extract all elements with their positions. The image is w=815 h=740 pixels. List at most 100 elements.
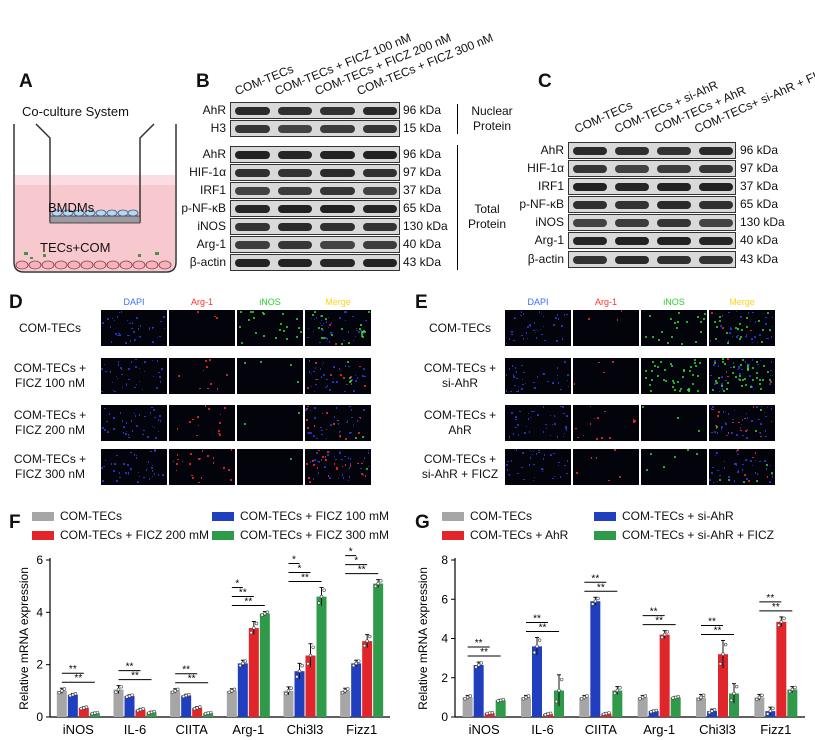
significance-stars: ** <box>188 674 196 685</box>
if-cell-dot <box>219 413 222 416</box>
if-cell-dot <box>733 481 736 484</box>
if-cell-dot <box>326 378 328 381</box>
if-cell-dot <box>157 419 160 421</box>
if-cell-dot <box>722 326 724 329</box>
if-cell-dot <box>749 329 752 332</box>
data-point <box>346 687 350 691</box>
blot-row-label: AhR <box>540 143 564 157</box>
if-cell-dot <box>320 336 323 339</box>
if-cell-dot <box>716 425 719 428</box>
blot-kda-label: 40 kDa <box>740 233 779 247</box>
if-cell-dot <box>330 333 333 336</box>
blot-row-label: HIF-1α <box>189 165 226 179</box>
blot-band <box>657 183 691 191</box>
blot-band <box>699 219 733 227</box>
if-cell-dot <box>338 368 341 370</box>
if-cell-dot <box>314 366 317 369</box>
nuclear-protein-label: Nuclear Protein <box>471 104 513 133</box>
if-cell-dot <box>243 361 246 364</box>
if-cell-dot <box>352 339 355 342</box>
if-cell-dot <box>728 475 730 478</box>
if-cell-dot <box>737 470 740 472</box>
if-cell-dot <box>656 374 659 377</box>
if-cell-dot <box>545 427 548 430</box>
if-cell-dot <box>770 420 773 423</box>
blot-band <box>657 165 691 173</box>
if-cell-dot <box>160 320 162 323</box>
if-cell-dot <box>553 475 556 478</box>
if-cell-dot <box>739 338 742 341</box>
if-cell-dot <box>142 433 144 436</box>
if-cell-dot <box>576 471 578 474</box>
if-cell-dot <box>534 331 537 334</box>
if-cell-dot <box>223 467 225 469</box>
blot-band <box>615 183 649 191</box>
legend-swatch <box>32 511 54 521</box>
if-cell-dot <box>320 376 323 378</box>
if-cell-dot <box>771 325 774 328</box>
if-cell-dot <box>768 378 771 381</box>
data-point <box>322 588 326 592</box>
blot-band <box>615 201 649 209</box>
bar <box>707 711 717 717</box>
data-point <box>718 662 723 666</box>
if-cell-dot <box>735 464 738 466</box>
if-cell-dot <box>261 312 264 315</box>
panel-g-letter: G <box>415 512 430 533</box>
if-cell-dot <box>101 467 103 469</box>
if-cell-dot <box>204 359 207 362</box>
if-cell-dot <box>305 409 307 411</box>
if-cell-dot <box>711 472 713 474</box>
if-cell-dot <box>125 472 127 474</box>
if-cell-dot <box>760 405 763 408</box>
if-cell-dot <box>335 407 338 409</box>
if-cell-dot <box>189 421 191 423</box>
blot-row-strip <box>568 160 736 177</box>
if-cell-dot <box>765 435 767 438</box>
if-cell-dot <box>723 460 726 463</box>
if-cell-dot <box>516 390 518 393</box>
if-cell-dot <box>363 435 366 438</box>
if-cell-dot <box>336 468 338 470</box>
if-cell-dot <box>135 454 138 457</box>
if-image-cell <box>709 358 775 394</box>
data-point <box>535 644 539 649</box>
if-cell-dot <box>727 342 730 345</box>
if-cell-dot <box>135 358 137 361</box>
if-cell-dot <box>767 370 770 373</box>
if-cell-dot <box>747 367 749 370</box>
if-cell-dot <box>361 333 364 336</box>
if-cell-dot <box>718 390 721 393</box>
if-cell-dot <box>703 313 706 316</box>
if-cell-dot <box>325 459 327 462</box>
if-cell-dot <box>176 454 179 456</box>
data-point <box>490 710 495 715</box>
if-cell-dot <box>216 317 218 319</box>
blot-kda-label: 96 kDa <box>403 147 442 161</box>
if-cell-dot <box>330 332 332 334</box>
if-cell-dot <box>547 380 549 383</box>
if-cell-dot <box>692 374 695 377</box>
x-tick-label: Fizz1 <box>760 722 791 737</box>
if-cell-dot <box>148 326 151 329</box>
bar <box>601 713 612 717</box>
if-cell-dot <box>752 388 755 391</box>
if-cell-dot <box>652 360 655 363</box>
if-cell-dot <box>208 408 210 411</box>
if-cell-dot <box>733 480 736 482</box>
if-cell-dot <box>207 387 210 390</box>
data-point <box>559 677 564 682</box>
x-tick-label: Arg-1 <box>643 722 675 737</box>
if-cell-dot <box>323 337 326 340</box>
if-cell-dot <box>542 431 545 433</box>
if-image-cell <box>573 405 639 441</box>
if-cell-dot <box>756 376 759 379</box>
x-tick-label: IL-6 <box>531 722 553 737</box>
blot-band <box>362 169 397 177</box>
if-cell-dot <box>128 436 130 439</box>
if-cell-dot <box>565 426 567 428</box>
if-cell-dot <box>338 452 341 454</box>
if-cell-dot <box>717 340 720 343</box>
data-point <box>230 689 234 693</box>
if-cell-dot <box>346 421 349 424</box>
